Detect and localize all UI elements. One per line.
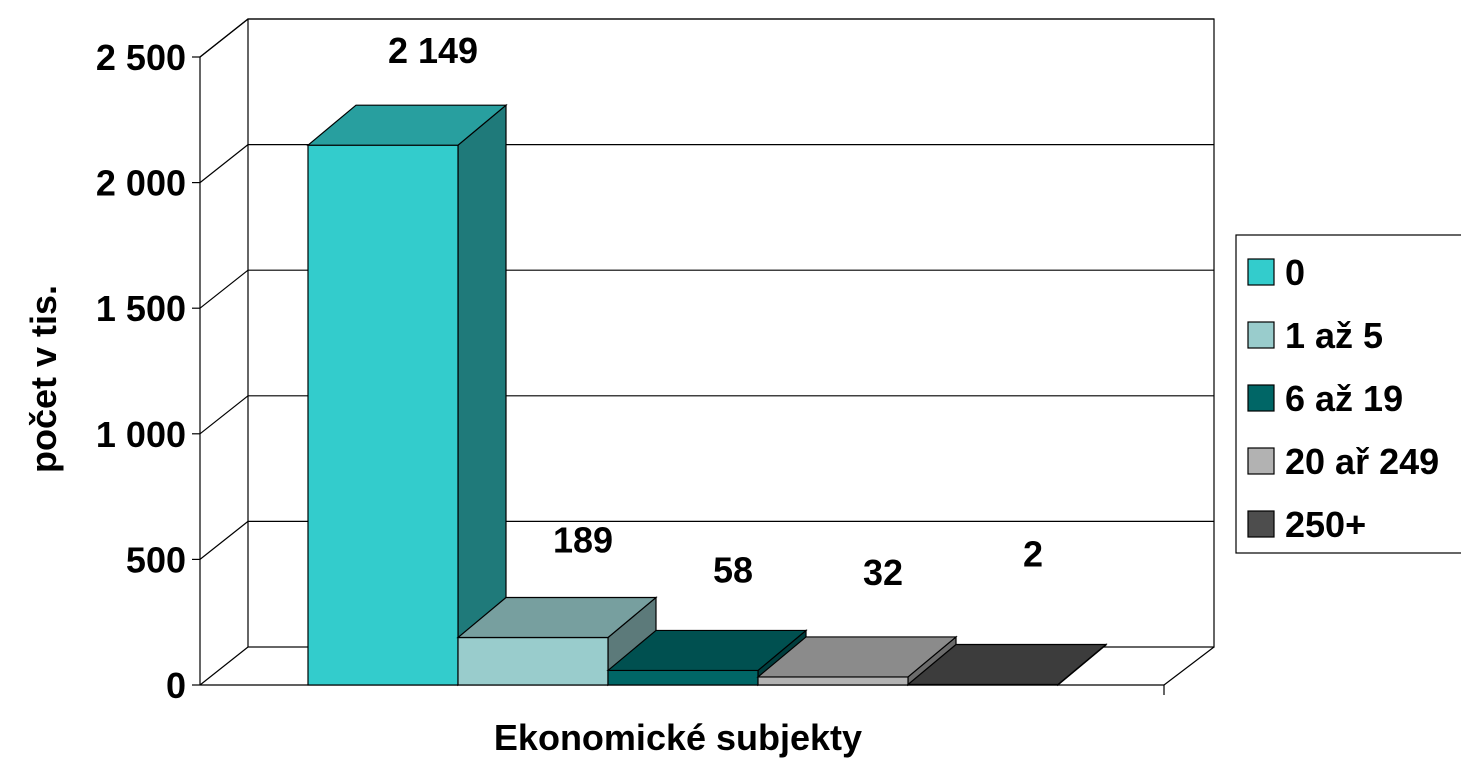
bar-2	[606, 629, 808, 687]
legend: 0 1 až 5 6 až 19 20 ař 249 250+	[1235, 234, 1461, 554]
data-label-1: 189	[553, 520, 613, 561]
legend-label-3: 20 ař 249	[1285, 441, 1439, 482]
bar-top-face	[756, 636, 958, 678]
data-labels: 2 149 189 58 32 2	[388, 30, 1043, 593]
bar-side-face	[457, 103, 507, 687]
y-axis-title: počet v tis.	[23, 285, 64, 473]
y-tick-label: 1 000	[96, 414, 186, 455]
data-label-2: 58	[713, 549, 753, 590]
y-tick-label: 0	[166, 665, 186, 706]
data-label-3: 32	[863, 552, 903, 593]
bar-3	[756, 635, 958, 687]
y-tick-label: 1 500	[96, 288, 186, 329]
legend-swatch-2	[1247, 384, 1275, 412]
gridline-side	[199, 144, 249, 184]
bar-top-face	[306, 104, 508, 146]
bar-1	[456, 596, 658, 687]
floor-right-edge	[1163, 646, 1215, 686]
bar-front-face	[307, 144, 459, 686]
x-axis-title: Ekonomické subjekty	[494, 717, 862, 758]
legend-swatch-3	[1247, 447, 1275, 475]
data-label-0: 2 149	[388, 30, 478, 71]
y-tick-label: 2 000	[96, 163, 186, 204]
floor-left-edge	[199, 646, 249, 686]
bar-front-face	[607, 669, 759, 686]
legend-label-0: 0	[1285, 252, 1305, 293]
y-axis-ticks: 0 500 1 000 1 500 2 000 2 500	[96, 37, 200, 706]
legend-label-1: 1 až 5	[1285, 315, 1383, 356]
bar-top-face	[906, 643, 1108, 686]
bar-0	[306, 103, 508, 687]
legend-swatch-1	[1247, 321, 1275, 349]
legend-swatch-4	[1247, 510, 1275, 538]
bar-4	[906, 643, 1108, 687]
gridline-side	[199, 18, 249, 58]
bar-front-face	[757, 676, 909, 686]
y-tick-label: 2 500	[96, 37, 186, 78]
legend-label-4: 250+	[1285, 504, 1366, 545]
bars	[306, 103, 1108, 687]
bar-front-face	[457, 636, 609, 686]
gridline-side	[199, 269, 249, 309]
bar-top-face	[606, 629, 808, 672]
gridline-side	[199, 520, 249, 560]
y-tick-label: 500	[126, 539, 186, 580]
legend-swatch-0	[1247, 258, 1275, 286]
legend-label-2: 6 až 19	[1285, 378, 1403, 419]
data-label-4: 2	[1023, 533, 1043, 574]
gridline-side	[199, 395, 249, 435]
bar-top-face	[456, 596, 658, 639]
